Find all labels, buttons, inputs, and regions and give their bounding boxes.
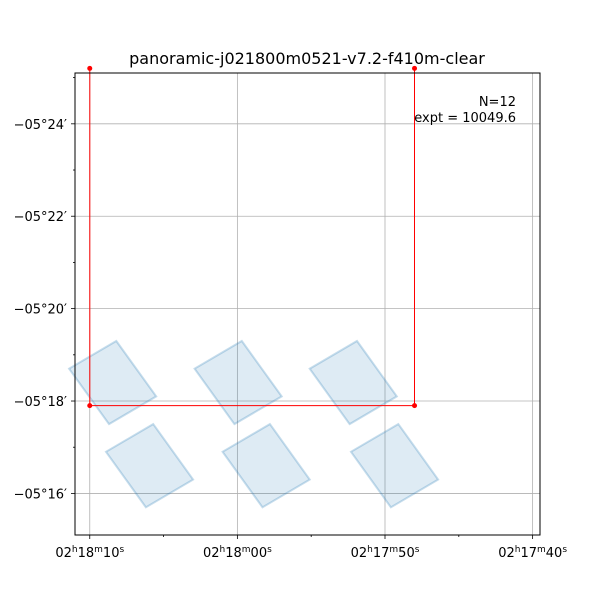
count-annotation: N=12 (479, 95, 516, 110)
boundary-marker (87, 403, 93, 409)
footprint-polygon (193, 339, 284, 426)
x-tick-label: 02h18m00s (203, 545, 272, 561)
y-tick-label: −05°24′ (14, 118, 67, 133)
plot-frame (74, 72, 541, 536)
x-tick-label: 02h18m10s (55, 545, 124, 561)
x-tick-label: 02h17m40s (498, 545, 567, 561)
boundary-marker (412, 403, 418, 409)
boundary (87, 65, 418, 409)
footprint-polygon (104, 422, 195, 509)
exposure-annotation: expt = 10049.6 (414, 111, 516, 126)
y-tick-label: −05°20′ (14, 303, 67, 318)
footprint-polygon (308, 339, 399, 426)
boundary-marker (87, 65, 93, 71)
footprint-polygon (349, 422, 440, 509)
x-tick-label: 02h17m50s (351, 545, 420, 561)
chart-title: panoramic-j021800m0521-v7.2-f410m-clear (129, 49, 485, 68)
grid (75, 73, 540, 535)
boundary-line (89, 68, 415, 407)
footprint-polygon (221, 422, 312, 509)
footprint-polygon (67, 339, 158, 426)
axes: 02h18m10s 02h18m00s 02h17m50s 02h17m40s −05°… (14, 72, 567, 561)
boundary-marker (412, 65, 418, 71)
y-tick-label: −05°18′ (14, 395, 67, 410)
y-tick-label: −05°22′ (14, 210, 67, 225)
y-tick-label: −05°16′ (14, 487, 67, 502)
footprints (67, 339, 440, 509)
